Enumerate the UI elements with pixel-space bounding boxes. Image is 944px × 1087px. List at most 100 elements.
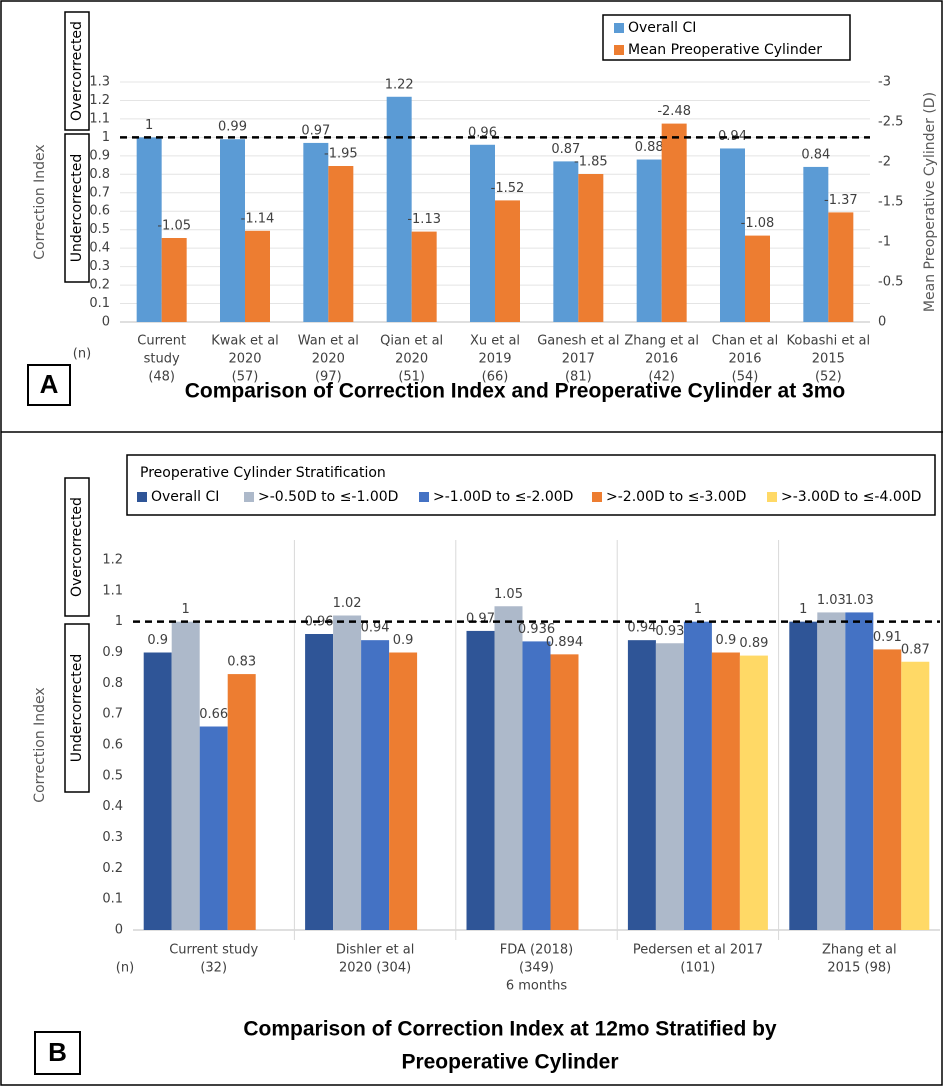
y-axis-title: Correction Index	[32, 687, 48, 802]
x-tick-label: (42)	[648, 370, 675, 385]
y-tick-label: 0.9	[89, 148, 110, 163]
legend-swatch	[419, 492, 429, 502]
annotation-box	[64, 11, 90, 131]
data-label: 1.05	[494, 587, 523, 602]
bar	[161, 238, 187, 322]
bar	[495, 200, 520, 322]
legend-swatch	[614, 23, 624, 33]
y-tick-label: 0.3	[102, 830, 123, 845]
annotation: Overcorrected	[69, 497, 85, 597]
data-label: 1.03	[817, 593, 846, 608]
bar	[227, 674, 256, 930]
bar	[655, 643, 684, 930]
data-label: 1.22	[385, 77, 414, 92]
bar	[143, 652, 172, 930]
x-tick-label: (51)	[398, 370, 425, 385]
y-tick-label: 0.5	[102, 768, 123, 783]
x-tick-label: 2016	[728, 352, 761, 367]
y-tick-label: 0.3	[89, 259, 110, 274]
annotation: Overcorrected	[69, 21, 85, 121]
y2-tick-label: -1	[878, 235, 891, 250]
y2-tick-label: -1.5	[878, 195, 903, 210]
bar	[711, 652, 740, 930]
data-label: 0.84	[801, 147, 830, 162]
bar	[745, 235, 770, 322]
y-tick-label: 1	[115, 614, 123, 629]
bar	[803, 166, 829, 322]
legend-box	[602, 14, 851, 61]
y-tick-label: 0.6	[102, 738, 123, 753]
x-tick-label: Dishler et al	[336, 943, 415, 958]
x-tick-label: (101)	[680, 961, 715, 976]
panel-label-box	[34, 1031, 81, 1075]
y-tick-label: 0.4	[89, 241, 110, 256]
legend-title: Preoperative Cylinder Stratification	[140, 465, 386, 481]
y2-tick-label: -3	[878, 75, 891, 90]
x-tick-label: Chan et al	[712, 334, 778, 349]
data-label: 0.93	[655, 624, 684, 639]
data-label: 0.87	[901, 642, 930, 657]
y2-tick-label: -2	[878, 155, 891, 170]
bar	[328, 166, 354, 322]
x-tick-label: (81)	[565, 370, 592, 385]
legend-label: Overall CI	[628, 20, 696, 36]
y-tick-label: 1	[102, 130, 110, 145]
data-label: 0.87	[551, 142, 580, 157]
x-tick-label: (32)	[200, 961, 227, 976]
x-tick-label: Wan et al	[298, 334, 359, 349]
data-label: 0.894	[546, 635, 583, 650]
bar	[333, 615, 362, 930]
y-tick-label: 1.2	[89, 93, 110, 108]
bar	[553, 161, 579, 322]
y2-tick-label: 0	[878, 315, 886, 330]
annotation-box	[64, 133, 90, 283]
bar	[578, 174, 604, 322]
x-tick-label: Zhang et al	[822, 943, 897, 958]
data-label: 1	[182, 602, 190, 617]
y-tick-label: 0.6	[89, 204, 110, 219]
data-label: 0.91	[873, 630, 902, 645]
x-tick-label: 2020 (304)	[339, 961, 411, 976]
y2-axis-title: Mean Preoperative Cylinder (D)	[922, 92, 938, 312]
legend-label: >-1.00D to ≤-2.00D	[433, 489, 573, 505]
bar	[411, 231, 437, 322]
y-tick-label: 0.7	[89, 185, 110, 200]
bar	[828, 212, 854, 322]
data-label: 0.97	[301, 123, 330, 138]
chart-title: Preoperative Cylinder	[401, 1051, 618, 1074]
bar	[389, 652, 418, 930]
chart-title: Comparison of Correction Index at 12mo S…	[243, 1018, 777, 1041]
bar	[136, 137, 162, 322]
data-label: -1.14	[241, 211, 275, 226]
panel-label-box	[27, 364, 71, 406]
data-label: 0.83	[227, 655, 256, 670]
y-tick-label: 0.5	[89, 222, 110, 237]
x-tick-label: Ganesh et al	[537, 334, 619, 349]
bar	[494, 606, 523, 930]
data-label: 0.936	[518, 622, 555, 637]
data-label: -1.95	[324, 147, 358, 162]
x-tick-label: Kwak et al	[211, 334, 279, 349]
legend-swatch	[767, 492, 777, 502]
bar	[873, 649, 902, 930]
y-tick-label: 1.2	[102, 553, 123, 568]
y-tick-label: 0.1	[102, 892, 123, 907]
bar	[683, 621, 712, 930]
y-tick-label: 0.8	[102, 676, 123, 691]
data-label: 0.66	[199, 707, 228, 722]
bar	[661, 123, 687, 322]
bar	[466, 630, 495, 930]
x-tick-label: Current study	[169, 943, 258, 958]
bar	[720, 148, 745, 322]
bar	[817, 612, 846, 930]
x-tick-label: 2020	[395, 352, 428, 367]
n-label: (n)	[73, 347, 91, 362]
annotation: Undercorrected	[69, 654, 85, 763]
y2-tick-label: -0.5	[878, 275, 903, 290]
bar	[171, 621, 200, 930]
x-tick-label: Current	[137, 334, 186, 349]
x-tick-label: 2020	[228, 352, 261, 367]
x-tick-label: (54)	[732, 370, 759, 385]
y-tick-label: 1.3	[89, 75, 110, 90]
